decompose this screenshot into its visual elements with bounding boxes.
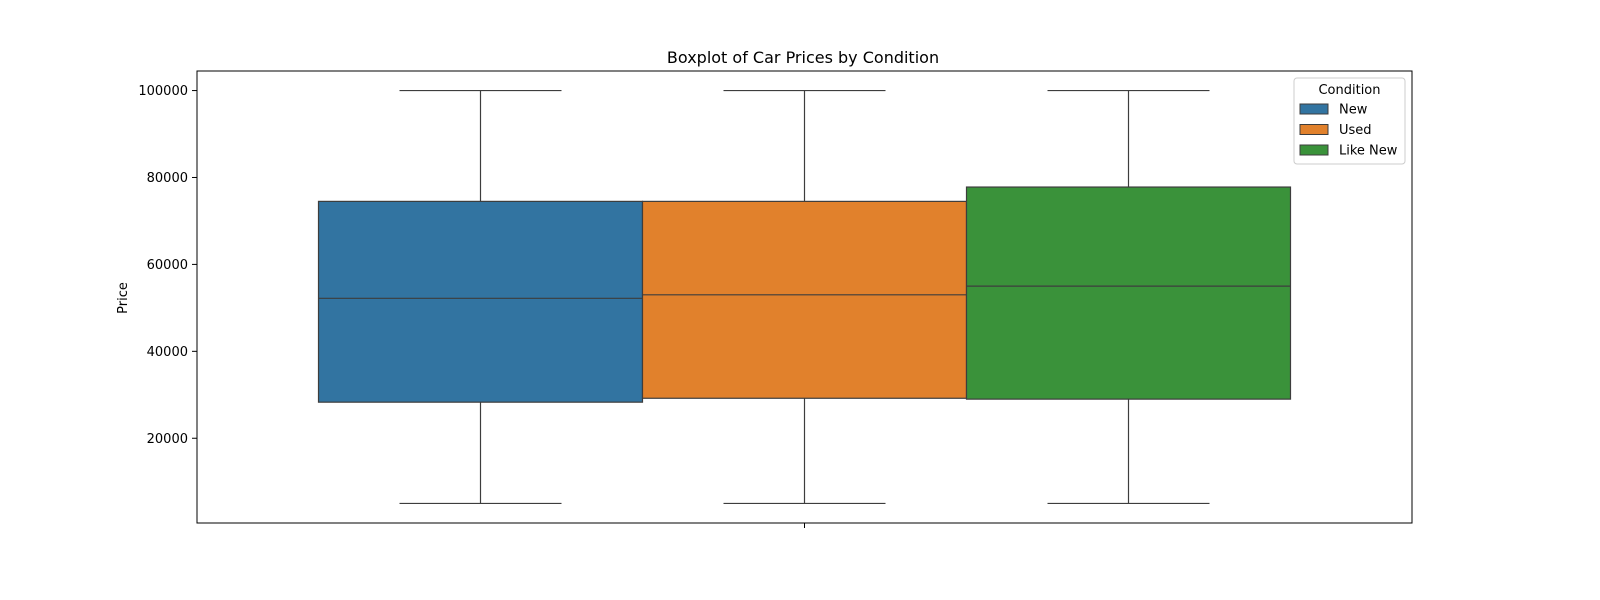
iqr-box (317, 200, 644, 403)
y-tick-label: 100000 (138, 84, 188, 99)
box-groups (317, 89, 1292, 505)
legend-swatch (1299, 124, 1329, 135)
legend-swatch (1299, 144, 1329, 156)
legend-swatch (1299, 103, 1329, 115)
y-tick-label: 20000 (147, 432, 188, 447)
iqr-box (641, 200, 968, 399)
legend-label: Like New (1339, 144, 1398, 159)
y-tick-label: 80000 (147, 171, 188, 186)
legend-frame (1293, 77, 1406, 165)
chart-title: Boxplot of Car Prices by Condition (667, 48, 939, 67)
box-new (317, 89, 644, 505)
box-used (641, 89, 968, 505)
legend: Condition New Used Like New (1293, 77, 1406, 165)
legend-label: New (1339, 103, 1368, 118)
legend-items: New Used Like New (1299, 103, 1398, 159)
y-axis-ticks: 20000 40000 60000 80000 100000 (138, 84, 197, 447)
legend-title: Condition (1318, 83, 1380, 98)
y-axis-label: Price (116, 282, 131, 314)
y-tick-label: 40000 (147, 345, 188, 360)
y-tick-label: 60000 (147, 258, 188, 273)
legend-label: Used (1339, 123, 1372, 138)
box-like-new (965, 89, 1292, 505)
iqr-box (965, 186, 1292, 400)
